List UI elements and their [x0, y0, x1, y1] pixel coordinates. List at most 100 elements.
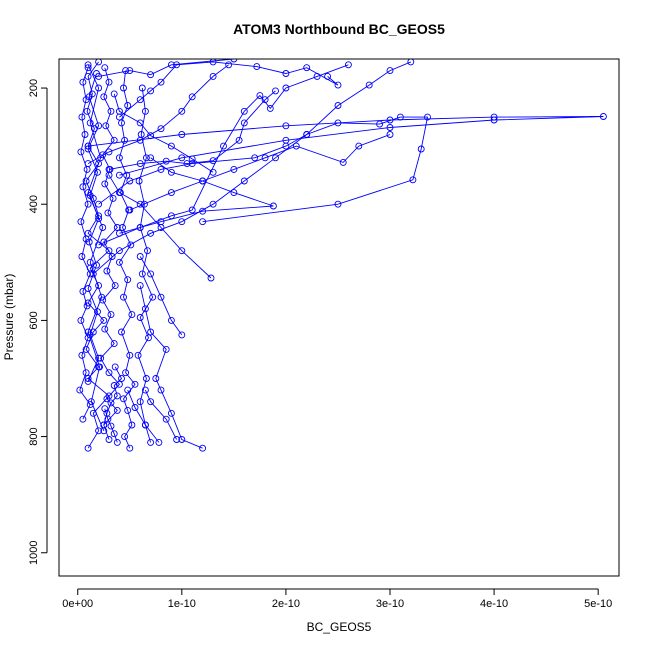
- data-point: [157, 165, 165, 173]
- data-point: [107, 422, 115, 430]
- data-point: [303, 64, 311, 72]
- data-point: [97, 354, 105, 362]
- data-point: [155, 438, 163, 446]
- data-point: [417, 145, 425, 153]
- data-point: [131, 380, 139, 388]
- data-point: [110, 340, 118, 348]
- data-point: [103, 395, 111, 403]
- data-point: [119, 224, 126, 231]
- data-point: [386, 67, 394, 75]
- data-point: [147, 71, 155, 79]
- series-line: [113, 93, 214, 173]
- x-tick-label: 3e-10: [376, 598, 404, 610]
- data-point: [142, 375, 150, 382]
- data-point: [84, 64, 92, 72]
- data-point: [209, 72, 217, 80]
- data-point: [147, 328, 155, 336]
- data-point: [136, 119, 144, 127]
- data-point: [118, 119, 125, 127]
- data-point: [126, 351, 134, 359]
- plot-area: [76, 59, 607, 452]
- data-point: [167, 316, 175, 324]
- series-line: [137, 87, 154, 443]
- data-point: [334, 81, 342, 89]
- series-line: [98, 59, 234, 77]
- data-point: [282, 122, 290, 130]
- series-line: [103, 366, 123, 426]
- x-tick-label: 2e-10: [272, 598, 300, 610]
- data-point: [266, 104, 274, 112]
- data-point: [76, 386, 84, 394]
- data-point: [84, 377, 92, 385]
- y-axis-label: Pressure (mbar): [2, 274, 16, 361]
- data-point: [79, 415, 87, 423]
- data-point: [77, 316, 85, 324]
- data-point: [104, 415, 112, 423]
- data-point: [93, 261, 100, 269]
- data-point: [128, 311, 136, 319]
- data-point: [124, 102, 132, 109]
- data-point: [109, 194, 117, 202]
- data-point: [82, 369, 90, 377]
- data-point: [167, 212, 175, 220]
- data-point: [78, 351, 86, 359]
- series-line: [87, 64, 105, 431]
- data-point: [490, 116, 498, 124]
- data-point: [199, 218, 207, 226]
- data-point: [344, 61, 352, 69]
- data-point: [84, 160, 92, 168]
- data-point: [115, 154, 123, 162]
- data-point: [136, 136, 144, 144]
- data-point: [147, 154, 155, 162]
- data-point: [94, 308, 101, 316]
- data-series: [115, 154, 277, 237]
- data-series: [84, 61, 108, 435]
- data-point: [142, 154, 150, 162]
- data-series: [84, 70, 103, 385]
- series-line: [108, 90, 276, 170]
- data-point: [199, 177, 207, 185]
- series-line: [79, 67, 91, 420]
- data-point: [209, 168, 217, 176]
- data-point: [136, 224, 144, 231]
- data-point: [100, 421, 108, 429]
- data-point: [157, 125, 165, 133]
- data-point: [104, 209, 112, 217]
- data-point: [107, 107, 115, 115]
- data-point: [240, 119, 248, 127]
- data-point: [103, 267, 111, 275]
- data-point: [111, 363, 119, 371]
- data-point: [199, 444, 207, 452]
- data-point: [178, 131, 186, 138]
- data-point: [107, 311, 115, 319]
- data-series: [136, 253, 186, 339]
- data-point: [162, 415, 170, 423]
- series-line: [100, 67, 120, 440]
- data-point: [157, 293, 165, 301]
- data-point: [126, 206, 134, 214]
- data-point: [324, 72, 332, 80]
- data-point: [101, 325, 109, 333]
- data-point: [118, 375, 125, 382]
- data-point: [101, 64, 109, 72]
- x-axis-label: BC_GEOS5: [307, 620, 372, 634]
- data-point: [84, 285, 92, 292]
- data-point: [136, 96, 144, 104]
- data-point: [115, 258, 123, 266]
- data-point: [102, 122, 110, 130]
- data-point: [424, 113, 431, 121]
- data-point: [122, 369, 130, 377]
- data-point: [100, 93, 108, 101]
- data-point: [261, 154, 269, 162]
- data-point: [490, 113, 498, 121]
- data-point: [101, 405, 109, 413]
- data-point: [173, 436, 181, 443]
- series-line: [129, 134, 391, 211]
- data-point: [386, 131, 394, 138]
- chart-title: ATOM3 Northbound BC_GEOS5: [233, 21, 445, 37]
- data-point: [178, 331, 186, 339]
- data-point: [78, 253, 86, 260]
- data-point: [126, 444, 134, 452]
- y-tick-label: 600: [28, 311, 40, 329]
